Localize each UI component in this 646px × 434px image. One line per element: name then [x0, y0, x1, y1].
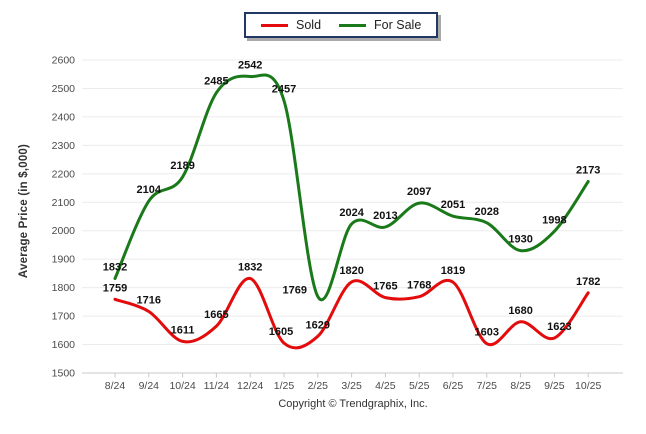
x-tick-label: 8/25: [510, 380, 531, 392]
y-tick-label: 1800: [52, 282, 76, 294]
legend-item-for-sale: For Sale: [339, 18, 421, 32]
x-tick-label: 4/25: [375, 380, 396, 392]
data-label: 1623: [547, 321, 571, 333]
data-label: 1605: [269, 326, 293, 338]
data-label: 1832: [103, 262, 127, 274]
for-sale-line-swatch: [339, 23, 367, 27]
data-label: 2485: [204, 76, 228, 88]
x-tick-label: 5/25: [409, 380, 430, 392]
data-label: 1680: [508, 305, 532, 317]
data-label: 1998: [542, 214, 566, 226]
data-label: 1769: [283, 284, 307, 296]
data-label: 1611: [171, 324, 195, 336]
y-tick-label: 1700: [52, 311, 76, 323]
y-axis-title: Average Price (in $,000): [18, 143, 30, 279]
copyright-text: Copyright © Trendgraphix, Inc.: [278, 398, 428, 410]
x-tick-label: 7/25: [477, 380, 498, 392]
data-label: 2173: [576, 165, 600, 177]
y-tick-label: 1500: [52, 368, 76, 380]
sold-line-swatch: [261, 23, 288, 27]
data-label: 1629: [306, 319, 330, 331]
legend: Sold For Sale: [244, 12, 439, 38]
data-label: 1603: [475, 327, 499, 339]
data-label: 2051: [441, 199, 465, 211]
data-label: 2097: [407, 186, 431, 198]
y-tick-label: 1900: [52, 254, 76, 266]
x-tick-label: 3/25: [341, 380, 362, 392]
data-label: 2542: [238, 60, 262, 72]
x-tick-label: 2/25: [308, 380, 329, 392]
data-label: 2028: [475, 206, 499, 218]
x-tick-label: 10/24: [169, 380, 195, 392]
data-label: 1820: [339, 265, 363, 277]
y-tick-label: 2000: [52, 225, 76, 237]
y-tick-label: 2400: [52, 111, 76, 123]
y-tick-label: 2300: [52, 140, 76, 152]
y-tick-label: 2500: [52, 83, 76, 95]
x-tick-label: 9/24: [139, 380, 160, 392]
data-label: 1665: [204, 309, 228, 321]
sold-line: [113, 277, 590, 350]
x-tick-label: 9/25: [544, 380, 565, 392]
data-label: 1768: [407, 280, 431, 292]
data-label: 1782: [576, 276, 600, 288]
data-label: 2013: [373, 210, 397, 222]
data-label: 1759: [103, 282, 127, 294]
data-label: 2104: [137, 184, 162, 196]
y-tick-label: 2100: [52, 197, 76, 209]
data-label: 1716: [137, 295, 161, 307]
x-tick-label: 6/25: [443, 380, 464, 392]
data-label: 1819: [441, 265, 465, 277]
data-label: 2189: [170, 160, 194, 172]
x-tick-label: 11/24: [204, 380, 230, 392]
x-tick-label: 1/25: [274, 380, 295, 392]
y-tick-label: 1600: [52, 339, 76, 351]
data-label: 1765: [373, 281, 397, 293]
x-tick-label: 8/24: [105, 380, 126, 392]
y-tick-label: 2200: [52, 168, 76, 180]
data-label: 2457: [272, 84, 296, 96]
legend-item-sold: Sold: [261, 18, 321, 32]
x-tick-label: 12/24: [237, 380, 263, 392]
data-label: 1930: [508, 234, 532, 246]
legend-label-for-sale: For Sale: [374, 18, 422, 32]
for-sale-line: [113, 73, 590, 302]
x-tick-label: 10/25: [575, 380, 601, 392]
legend-label-sold: Sold: [296, 18, 322, 32]
data-label: 2024: [339, 207, 364, 219]
y-tick-label: 2600: [52, 55, 76, 67]
data-label: 1832: [238, 262, 262, 274]
